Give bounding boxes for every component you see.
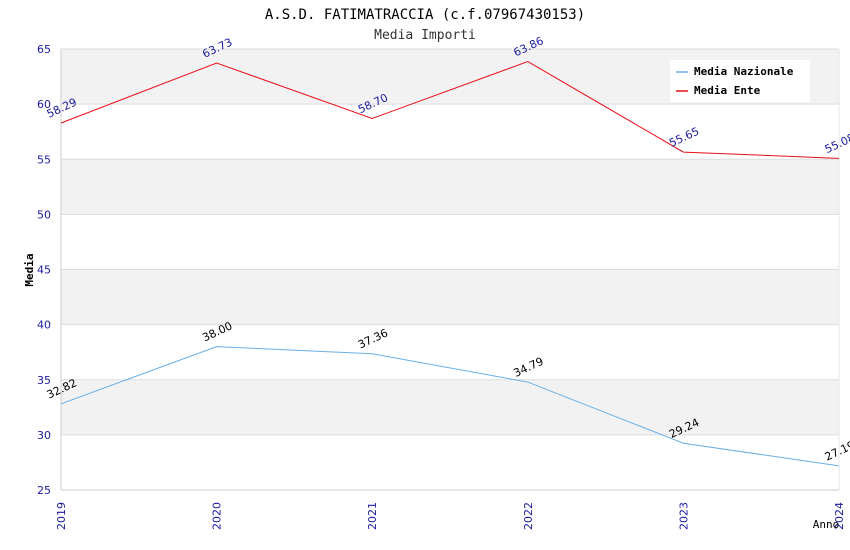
plot-band [61, 434, 839, 490]
x-tick-label: 2020 [211, 502, 224, 530]
y-tick-label: 50 [37, 208, 51, 221]
y-tick-label: 45 [37, 264, 51, 277]
y-tick-label: 60 [37, 98, 51, 111]
y-tick-label: 35 [37, 374, 51, 387]
y-axis-label: Media [23, 253, 36, 286]
legend-label-media-ente: Media Ente [694, 84, 761, 97]
plot-background [61, 49, 839, 490]
plot-band [61, 104, 839, 160]
series-line-media-nazionale [60, 346, 840, 467]
plot-band [61, 214, 839, 270]
series-lines [60, 61, 840, 467]
plot-band [61, 379, 839, 435]
y-tick-label: 40 [37, 319, 51, 332]
y-tick-label: 30 [37, 429, 51, 442]
plot-band [61, 159, 839, 215]
chart-title: A.S.D. FATIMATRACCIA (c.f.07967430153) [265, 7, 585, 23]
x-tick-label: 2019 [55, 502, 68, 530]
plot-band [61, 324, 839, 380]
y-tick-label: 25 [37, 484, 51, 497]
y-tick-label: 65 [37, 43, 51, 56]
axes: 25 30 35 40 45 50 55 60 65 2019 2020 2021 2022 2023 20… [37, 43, 846, 530]
y-tick-label: 55 [37, 153, 51, 166]
x-tick-label: 2024 [833, 502, 846, 530]
series-line-media-ente [60, 61, 840, 159]
x-tick-label: 2022 [522, 502, 535, 530]
legend-box [670, 60, 810, 102]
x-tick-label: 2023 [677, 502, 690, 530]
x-axis-label: Anno [813, 518, 840, 531]
legend: Media Nazionale Media Ente [670, 60, 810, 102]
plot-band [61, 269, 839, 325]
x-tick-label: 2021 [366, 502, 379, 530]
chart-subtitle: Media Importi [374, 28, 476, 43]
legend-label-media-nazionale: Media Nazionale [694, 65, 794, 78]
